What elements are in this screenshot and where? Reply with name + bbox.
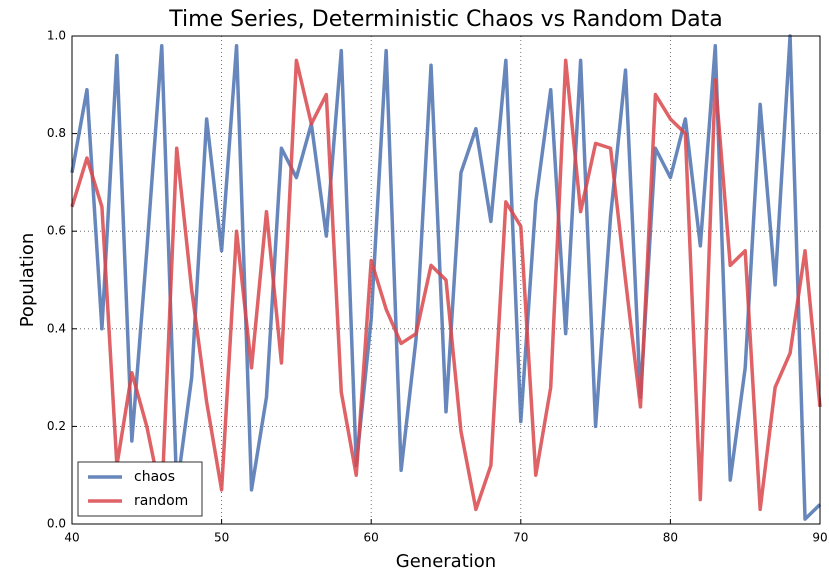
legend-box — [77, 461, 203, 517]
x-tick-label: 70 — [513, 531, 528, 545]
x-tick-label: 80 — [663, 531, 678, 545]
legend-label: chaos — [134, 469, 175, 485]
series-line — [70, 34, 822, 521]
x-axis-label: Generation — [396, 551, 496, 572]
y-tick-label: 0.6 — [47, 224, 66, 238]
series-line — [70, 58, 822, 512]
legend-label: random — [134, 493, 188, 509]
x-tick-label: 90 — [812, 531, 827, 545]
y-tick-label: 0.2 — [47, 419, 66, 433]
x-tick-label: 50 — [214, 531, 229, 545]
chart-title: Time Series, Deterministic Chaos vs Rand… — [168, 7, 722, 32]
x-tick-label: 40 — [64, 531, 79, 545]
plot-frame — [71, 35, 821, 525]
y-tick-label: 0.8 — [47, 126, 66, 140]
x-tick-label: 60 — [364, 531, 379, 545]
y-tick-label: 0.0 — [47, 517, 66, 531]
y-tick-label: 1.0 — [47, 29, 66, 43]
y-axis-label: Population — [17, 233, 38, 328]
y-tick-label: 0.4 — [47, 321, 66, 335]
